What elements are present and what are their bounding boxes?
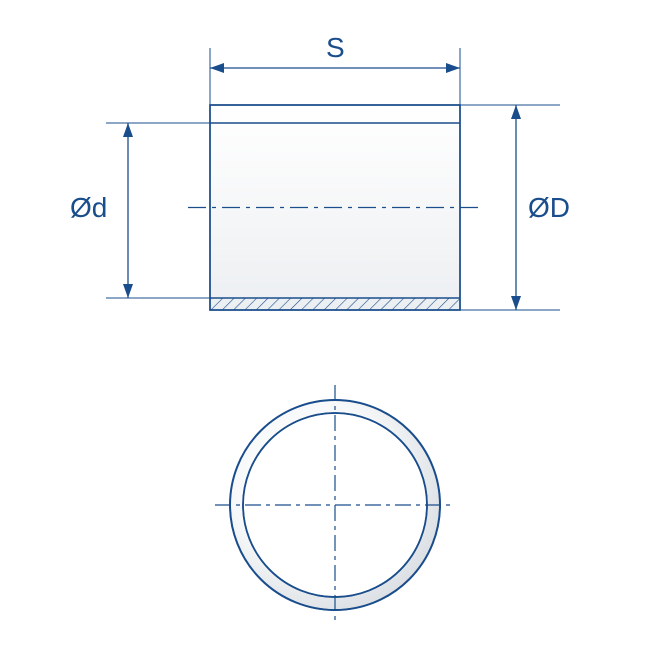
dim-label-inner-dia: ØD: [528, 192, 570, 224]
drawing-canvas: S Ød ØD: [0, 0, 671, 670]
dim-label-s: S: [326, 32, 345, 64]
diagram-svg: [0, 0, 671, 670]
dim-label-outer-dia: Ød: [70, 192, 107, 224]
side-hatched-band: [210, 298, 460, 310]
